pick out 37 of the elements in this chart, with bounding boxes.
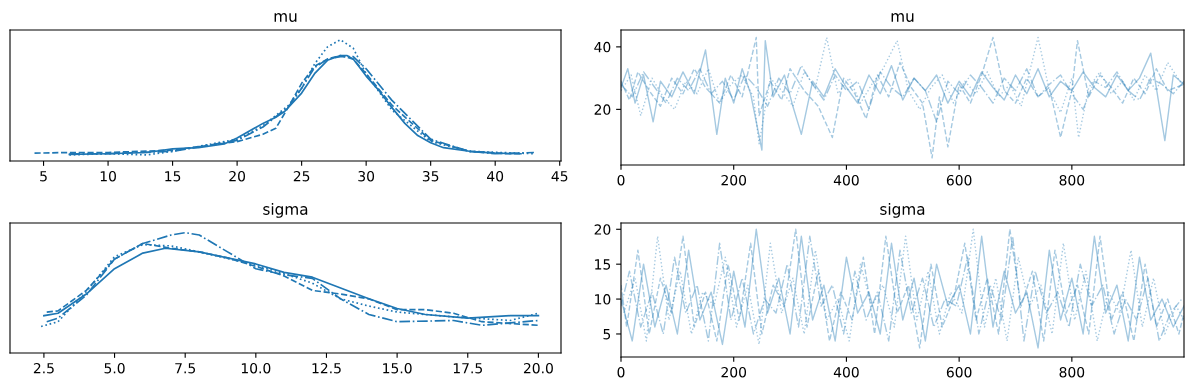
y-tick-label: 40 xyxy=(594,41,611,53)
x-tick-label: 12.5 xyxy=(312,362,341,374)
y-tick-label: 15 xyxy=(595,259,611,270)
x-tick-label: 800 xyxy=(1059,174,1085,186)
x-tick-label: 400 xyxy=(833,174,859,186)
x-tick-label: 7.5 xyxy=(175,363,196,374)
x-tick-label: 600 xyxy=(946,174,972,186)
y-tick-label: 5 xyxy=(603,329,611,340)
x-tick-label: 30 xyxy=(358,170,375,182)
y-tick-label: 10 xyxy=(595,294,611,305)
x-tick-label: 0 xyxy=(617,174,625,186)
x-tick-label: 15 xyxy=(165,171,181,182)
x-tick-label: 200 xyxy=(721,174,747,186)
chart-title: sigma xyxy=(880,203,925,218)
x-tick-label: 800 xyxy=(1059,366,1085,378)
x-tick-label: 10.0 xyxy=(241,362,271,374)
x-tick-label: 200 xyxy=(721,366,747,378)
x-tick-label: 35 xyxy=(422,170,439,182)
x-tick-label: 2.5 xyxy=(33,362,54,374)
x-tick-label: 0 xyxy=(617,366,625,378)
chart-title: sigma xyxy=(263,203,308,218)
x-tick-label: 20 xyxy=(229,170,246,182)
chart-title: mu xyxy=(891,13,914,22)
x-tick-label: 5.0 xyxy=(104,362,125,374)
x-tick-label: 17.5 xyxy=(453,363,482,374)
x-tick-label: 40 xyxy=(487,170,504,182)
x-tick-label: 400 xyxy=(833,366,859,378)
x-tick-label: 25 xyxy=(293,170,310,182)
y-tick-label: 20 xyxy=(594,104,611,115)
x-tick-label: 20.0 xyxy=(523,362,553,374)
x-tick-label: 10 xyxy=(100,170,116,182)
x-tick-label: 600 xyxy=(946,366,972,378)
y-tick-label: 20 xyxy=(594,224,611,235)
x-tick-label: 5 xyxy=(40,171,47,182)
x-tick-label: 15.0 xyxy=(383,362,412,374)
x-tick-label: 45 xyxy=(551,171,568,182)
chart-title: mu xyxy=(274,13,297,22)
